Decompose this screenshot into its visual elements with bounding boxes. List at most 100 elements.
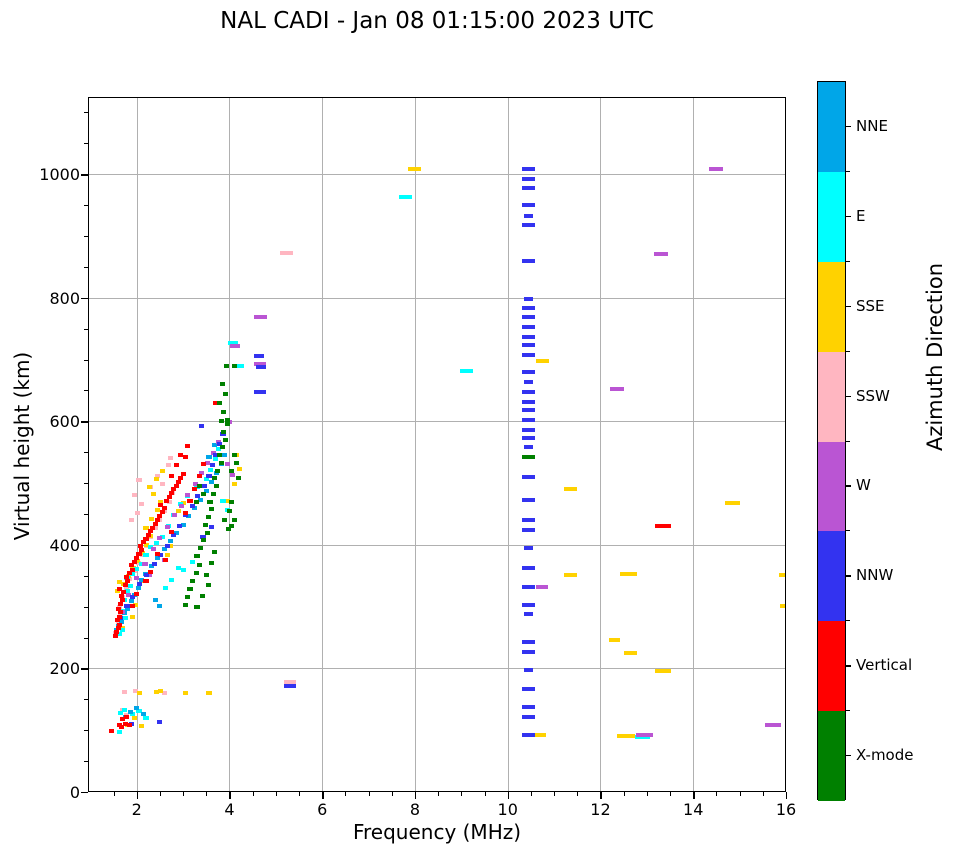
x-axis-label: Frequency (MHz) <box>352 820 522 844</box>
x-gridline <box>414 97 416 792</box>
data-point-nnw <box>522 203 536 208</box>
colorbar-boundary-tick <box>846 440 850 442</box>
data-point-vertical <box>116 622 122 627</box>
data-point-nnw <box>254 390 267 395</box>
data-point-vertical <box>173 483 179 488</box>
data-point-nnw <box>522 306 536 311</box>
colorbar-tick-label: SSE <box>856 296 885 315</box>
data-point-w <box>147 572 153 577</box>
colorbar-segment-sse <box>818 261 845 352</box>
data-point-sse <box>143 525 149 530</box>
data-point-ssw <box>161 691 168 696</box>
data-point-e <box>180 568 186 573</box>
data-point-sse <box>150 492 156 497</box>
data-point-e <box>460 369 474 374</box>
colorbar-segment-x-mode <box>818 711 845 801</box>
data-point-x-mode <box>194 554 200 558</box>
data-point-nne <box>206 454 212 459</box>
data-point-e <box>121 707 127 712</box>
y-minor-tick <box>84 699 88 701</box>
data-point-vertical <box>115 626 121 631</box>
data-point-sse <box>725 500 741 505</box>
x-gridline <box>600 97 602 792</box>
data-point-nne <box>222 452 228 457</box>
data-point-w <box>192 481 198 486</box>
colorbar-tick-label: NNW <box>856 566 894 585</box>
y-minor-tick <box>84 328 88 330</box>
colorbar-segment-w <box>818 441 845 532</box>
data-point-sse <box>116 579 122 584</box>
x-minor-tick <box>345 792 347 796</box>
data-point-x-mode <box>209 507 215 512</box>
data-point-ssw <box>128 518 134 523</box>
data-point-sse <box>780 604 786 609</box>
y-gridline <box>88 544 786 546</box>
data-point-e <box>148 545 154 550</box>
data-point-x-mode <box>212 550 218 555</box>
colorbar-tick-label: E <box>856 206 866 225</box>
data-point-sse <box>164 552 170 557</box>
data-point-nnw <box>522 335 536 340</box>
data-point-nnw <box>522 176 536 181</box>
data-point-nne <box>148 563 155 568</box>
data-point-nnw <box>522 733 536 738</box>
colorbar-center-tick <box>846 665 851 667</box>
plot-area <box>88 97 786 792</box>
colorbar-center-tick <box>846 215 851 218</box>
data-point-vertical <box>119 725 125 730</box>
colorbar-center-tick <box>846 575 851 577</box>
data-point-x-mode <box>185 595 191 600</box>
data-point-nnw <box>522 639 536 644</box>
data-point-w <box>172 512 178 517</box>
x-gridline <box>507 97 509 792</box>
x-major-tick <box>786 792 788 799</box>
colorbar-segment-e <box>818 171 845 262</box>
colorbar-tick-label: SSW <box>856 386 890 405</box>
data-point-e <box>175 566 181 571</box>
data-point-vertical <box>148 529 154 534</box>
data-point-vertical <box>655 524 671 529</box>
data-point-x-mode <box>229 524 235 529</box>
y-major-tick <box>81 174 88 176</box>
data-point-x-mode <box>210 492 216 497</box>
data-point-w <box>230 343 240 348</box>
data-point-x-mode <box>201 492 207 497</box>
x-tick-label: 10 <box>497 800 518 819</box>
data-point-sse <box>563 487 577 492</box>
data-point-e <box>134 566 140 571</box>
data-point-sse <box>175 508 181 513</box>
data-point-vertical <box>129 567 135 572</box>
colorbar-boundary-tick <box>846 350 850 352</box>
data-point-e <box>203 477 209 482</box>
data-point-e <box>212 457 219 462</box>
data-point-x-mode <box>193 499 199 504</box>
data-point-nne <box>141 712 147 717</box>
colorbar-center-tick <box>846 305 851 308</box>
x-tick-label: 8 <box>409 800 421 819</box>
data-point-nnw <box>170 533 176 537</box>
data-point-nnw <box>522 400 536 405</box>
data-point-e <box>127 584 133 589</box>
data-point-vertical <box>168 473 175 478</box>
y-minor-tick <box>84 266 88 268</box>
data-point-nnw <box>522 566 536 571</box>
data-point-w <box>204 460 210 465</box>
data-point-nnw <box>200 534 206 539</box>
data-point-x-mode <box>225 418 231 423</box>
data-point-w <box>199 471 205 476</box>
data-point-x-mode <box>213 484 219 489</box>
data-point-nne <box>134 705 140 710</box>
data-point-nnw <box>522 167 536 172</box>
data-point-x-mode <box>221 410 227 415</box>
data-point-sse <box>619 571 638 576</box>
data-point-sse <box>624 651 638 655</box>
data-point-vertical <box>183 455 189 460</box>
data-point-ssw <box>160 482 166 487</box>
data-point-vertical <box>150 525 156 530</box>
data-point-x-mode <box>216 453 222 458</box>
data-point-sse <box>132 715 138 720</box>
x-gridline <box>693 97 695 792</box>
x-minor-tick <box>670 792 672 796</box>
x-minor-tick <box>275 792 277 796</box>
data-point-vertical <box>155 551 161 556</box>
